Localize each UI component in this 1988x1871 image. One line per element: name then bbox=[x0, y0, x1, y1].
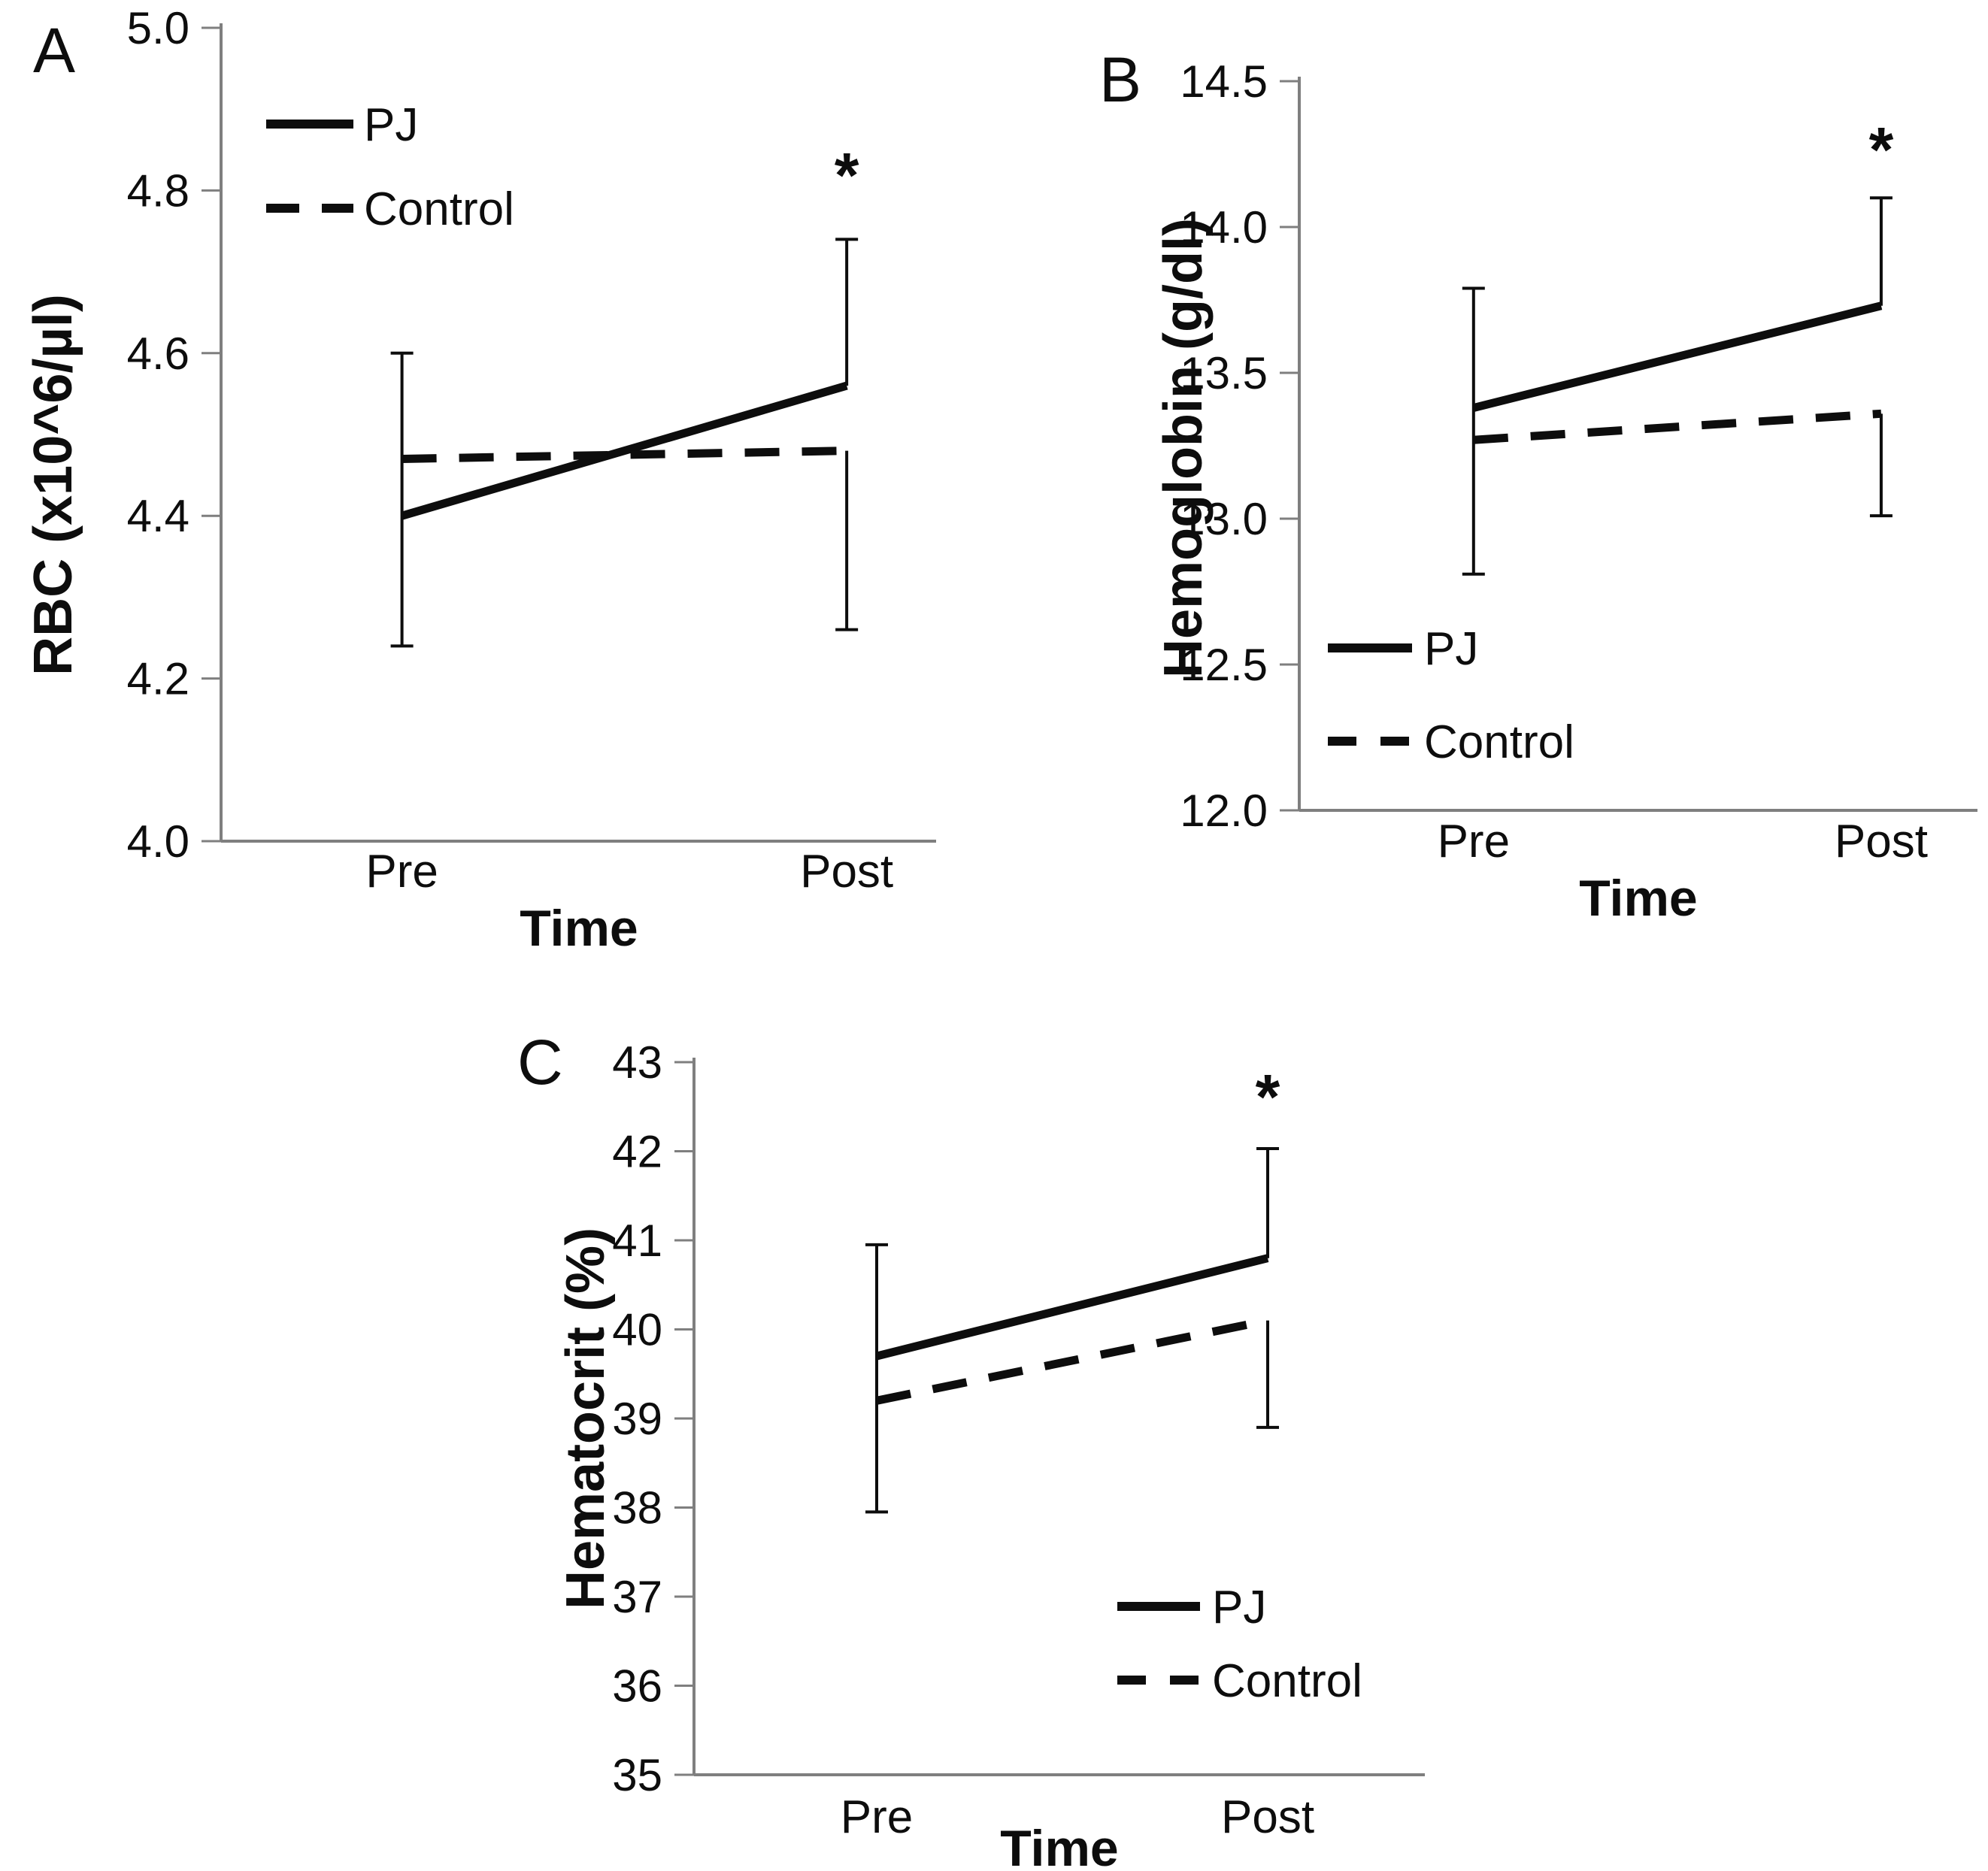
x-category-label: Post bbox=[1221, 1791, 1314, 1843]
x-category-label: Post bbox=[800, 846, 893, 898]
y-tick-label: 14.5 bbox=[1180, 56, 1268, 107]
y-tick-label: 36 bbox=[612, 1661, 662, 1712]
x-category-label: Pre bbox=[1438, 816, 1510, 867]
legend-label-pj: PJ bbox=[1424, 623, 1478, 675]
x-axis-title: Time bbox=[1000, 1820, 1118, 1871]
y-axis-title: Hematocrit (%) bbox=[556, 1228, 616, 1609]
significance-asterisk: * bbox=[835, 140, 859, 210]
panel-letter-label: B bbox=[1099, 44, 1141, 115]
y-axis-title: RBC (x10^6/µl) bbox=[23, 294, 83, 676]
series-line-pj bbox=[875, 1254, 1269, 1361]
y-tick-label: 35 bbox=[612, 1750, 662, 1800]
y-tick-label: 4.2 bbox=[127, 654, 189, 704]
y-tick-label: 38 bbox=[612, 1483, 662, 1533]
y-tick-label: 41 bbox=[612, 1216, 662, 1266]
legend-label-pj: PJ bbox=[364, 99, 418, 151]
series-line-control bbox=[875, 1316, 1269, 1405]
series-line-pj bbox=[1472, 301, 1883, 412]
x-category-label: Pre bbox=[365, 846, 438, 898]
x-axis-title: Time bbox=[520, 900, 638, 957]
y-tick-label: 14.0 bbox=[1180, 202, 1268, 253]
panel-letter-label: C bbox=[517, 1027, 563, 1097]
panel-letter-label: A bbox=[33, 15, 75, 86]
y-tick-label: 39 bbox=[612, 1394, 662, 1444]
significance-asterisk: * bbox=[1869, 114, 1894, 185]
x-axis-title: Time bbox=[1579, 870, 1697, 927]
legend-label-control: Control bbox=[1424, 716, 1574, 768]
legend-label-control: Control bbox=[364, 183, 514, 235]
panel-c-hematocrit-chart: C 35 36 37 38 39 40 41 42 43 Pre Post Time Hematocrit… bbox=[517, 1027, 1425, 1871]
x-category-label: Pre bbox=[841, 1791, 913, 1843]
y-tick-label: 4.6 bbox=[127, 328, 189, 379]
series-line-pj bbox=[401, 381, 848, 520]
panel-b-hemoglobin-chart: B 12.0 12.5 13.0 13.5 14.0 14.5 Pre Post Time Hemo… bbox=[1099, 44, 1977, 927]
y-tick-label: 12.5 bbox=[1180, 640, 1268, 690]
y-axis-title: Hemoglobin (g/dl) bbox=[1153, 218, 1214, 678]
y-tick-label: 12.0 bbox=[1180, 786, 1268, 836]
y-tick-label: 42 bbox=[612, 1127, 662, 1177]
y-tick-label: 13.0 bbox=[1180, 494, 1268, 544]
y-tick-label: 43 bbox=[612, 1037, 662, 1088]
y-tick-label: 4.0 bbox=[127, 816, 189, 867]
y-tick-label: 4.4 bbox=[127, 491, 189, 541]
y-tick-label: 40 bbox=[612, 1305, 662, 1355]
x-category-label: Post bbox=[1835, 816, 1928, 867]
legend-label-control: Control bbox=[1212, 1655, 1362, 1707]
y-tick-label: 4.8 bbox=[127, 165, 189, 216]
significance-asterisk: * bbox=[1256, 1061, 1280, 1132]
legend-label-pj: PJ bbox=[1212, 1582, 1266, 1633]
y-tick-label: 37 bbox=[612, 1572, 662, 1622]
panel-a-rbc-chart: A 4.0 4.2 4.4 4.6 4.8 5.0 Pre Post Time RBC (x10^6… bbox=[23, 3, 936, 957]
series-line-control bbox=[1473, 409, 1882, 444]
y-tick-label: 5.0 bbox=[127, 3, 189, 53]
series-line-control bbox=[402, 447, 847, 463]
y-tick-label: 13.5 bbox=[1180, 348, 1268, 398]
